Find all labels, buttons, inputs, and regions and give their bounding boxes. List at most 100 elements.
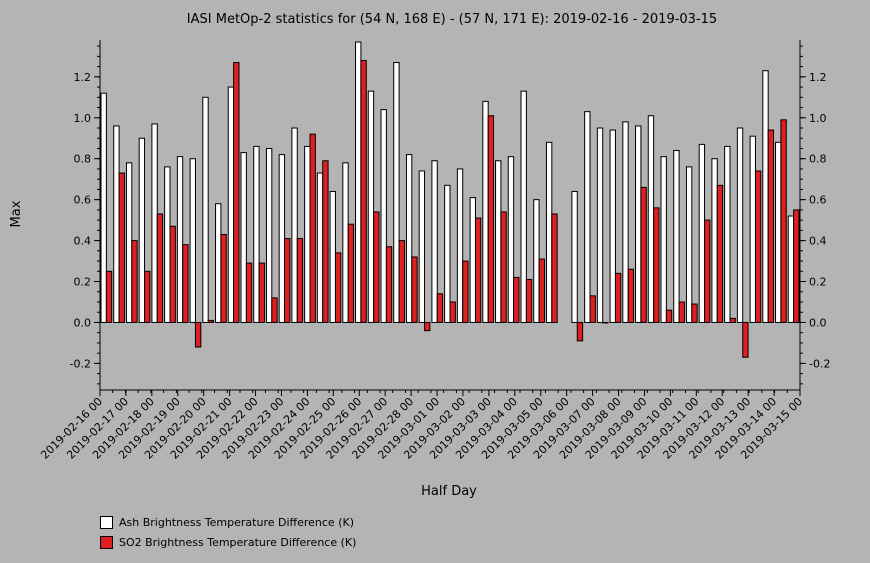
bar-ash-1 [113,125,120,323]
bar-so2-42 [640,186,647,323]
bar-ash-25 [418,170,426,323]
bar-so2-40 [614,272,622,323]
bar-ash-41 [622,121,629,323]
bar-ash-32 [507,156,515,323]
bar-so2-22 [385,246,393,323]
bar-ash-22 [380,109,387,323]
bar-so2-23 [398,240,405,323]
bar-ash-18 [329,190,336,323]
bar-ash-10 [227,86,235,323]
y-tick-label-left: 0.8 [74,153,92,166]
bar-ash-12 [253,145,260,323]
y-tick-label-right: 0.0 [809,316,827,329]
legend-label-so2: SO2 Brightness Temperature Difference (K… [119,535,357,549]
bar-so2-43 [653,207,660,323]
bar-so2-50 [742,321,749,358]
y-tick-label-right: -0.2 [809,357,830,370]
bar-so2-14 [284,238,291,323]
bar-ash-9 [215,203,222,323]
bar-ash-51 [749,135,756,323]
y-tick-label-left: 0.0 [74,316,92,329]
bar-ash-53 [775,141,782,323]
bar-so2-30 [487,115,495,323]
bar-ash-4 [151,123,158,323]
bar-so2-16 [309,133,316,323]
bar-ash-27 [444,184,451,323]
bar-ash-19 [342,162,349,323]
y-tick-label-left: 0.6 [74,194,92,207]
bar-ash-46 [685,166,693,323]
y-tick-label-right: 0.6 [809,194,827,207]
bar-so2-48 [716,184,724,323]
bar-ash-39 [596,127,604,323]
bar-so2-41 [627,268,635,323]
bar-so2-32 [513,276,520,323]
legend-item-ash: Ash Brightness Temperature Difference (K… [100,512,356,532]
bar-so2-51 [754,170,762,323]
bar-so2-33 [525,278,533,323]
bar-ash-52 [762,70,769,323]
bar-ash-11 [240,152,247,323]
bar-ash-34 [533,199,540,323]
bar-so2-37 [576,321,584,342]
legend-item-so2: SO2 Brightness Temperature Difference (K… [100,532,356,552]
bar-ash-47 [698,143,706,323]
bar-so2-3 [144,270,151,323]
bar-so2-1 [118,172,125,323]
bar-ash-30 [482,100,489,323]
y-tick-label-left: 0.4 [74,235,92,248]
bar-ash-33 [520,90,527,323]
bar-ash-54 [787,215,795,323]
y-tick-label-right: 1.0 [809,112,827,125]
bar-so2-52 [767,129,775,323]
bar-ash-42 [635,125,642,323]
y-tick-label-left: 1.0 [74,112,92,125]
bar-so2-45 [678,301,685,323]
bar-group [100,41,800,358]
chart-title: IASI MetOp-2 statistics for (54 N, 168 E… [187,12,717,27]
bar-ash-13 [265,147,273,323]
bar-so2-7 [194,321,202,348]
bar-ash-28 [456,168,464,323]
bar-so2-49 [729,317,736,323]
bar-so2-17 [322,160,329,323]
bar-ash-16 [304,145,311,323]
bar-so2-34 [538,258,545,323]
bar-ash-35 [545,141,553,323]
bar-ash-48 [711,158,718,323]
bar-so2-53 [780,119,787,323]
bar-ash-37 [571,190,578,323]
y-tick-label-left: -0.2 [70,357,91,370]
bar-so2-11 [245,262,253,323]
bar-ash-0 [100,92,107,323]
bar-so2-12 [258,262,265,323]
bar-so2-8 [207,319,215,323]
bar-ash-24 [405,154,413,323]
bar-ash-26 [431,160,438,323]
y-tick-label-right: 0.4 [809,235,827,248]
bar-so2-25 [424,321,431,332]
bar-so2-46 [691,303,698,323]
bar-ash-5 [164,166,171,323]
bar-so2-27 [449,301,456,323]
bar-ash-17 [316,172,324,323]
bar-so2-0 [105,270,113,323]
bar-so2-9 [220,233,227,323]
bar-so2-54 [793,209,800,323]
bar-so2-15 [296,238,304,323]
bar-so2-20 [360,59,367,323]
legend-swatch-ash [100,515,113,529]
bar-so2-5 [169,225,176,323]
bar-ash-20 [355,41,362,323]
bar-ash-15 [291,127,298,323]
bar-so2-19 [347,223,355,323]
y-axis-label: Max [9,200,24,227]
bar-ash-7 [189,158,196,323]
bar-ash-44 [660,156,667,323]
bar-ash-40 [609,129,616,323]
y-tick-label-right: 0.8 [809,153,827,166]
bar-so2-39 [602,321,609,324]
bar-ash-3 [138,137,146,323]
bar-so2-10 [233,62,240,323]
